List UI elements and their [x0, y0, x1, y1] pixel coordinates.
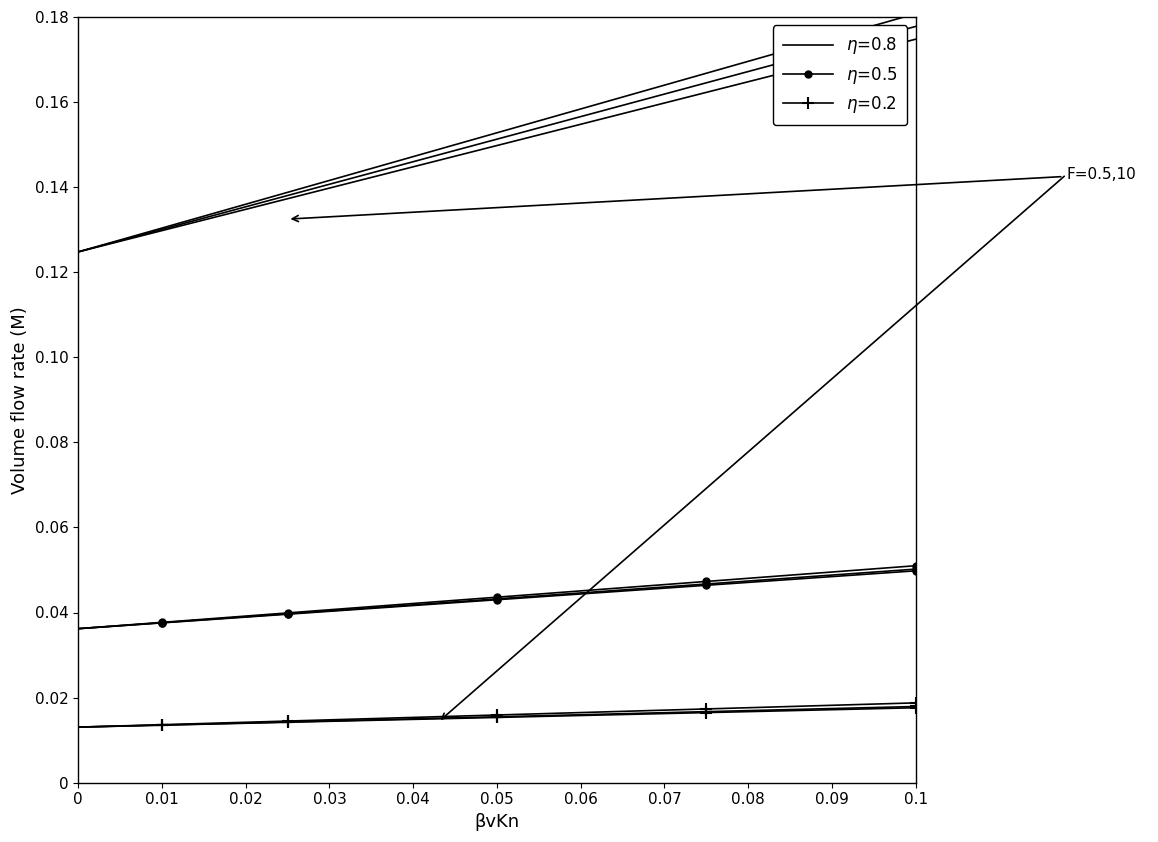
- Text: F=0.5,10: F=0.5,10: [292, 167, 1136, 221]
- Y-axis label: Volume flow rate (M): Volume flow rate (M): [12, 306, 29, 493]
- Legend: $\eta$=0.8, $\eta$=0.5, $\eta$=0.2: $\eta$=0.8, $\eta$=0.5, $\eta$=0.2: [772, 25, 907, 125]
- X-axis label: βvKn: βvKn: [475, 813, 520, 831]
